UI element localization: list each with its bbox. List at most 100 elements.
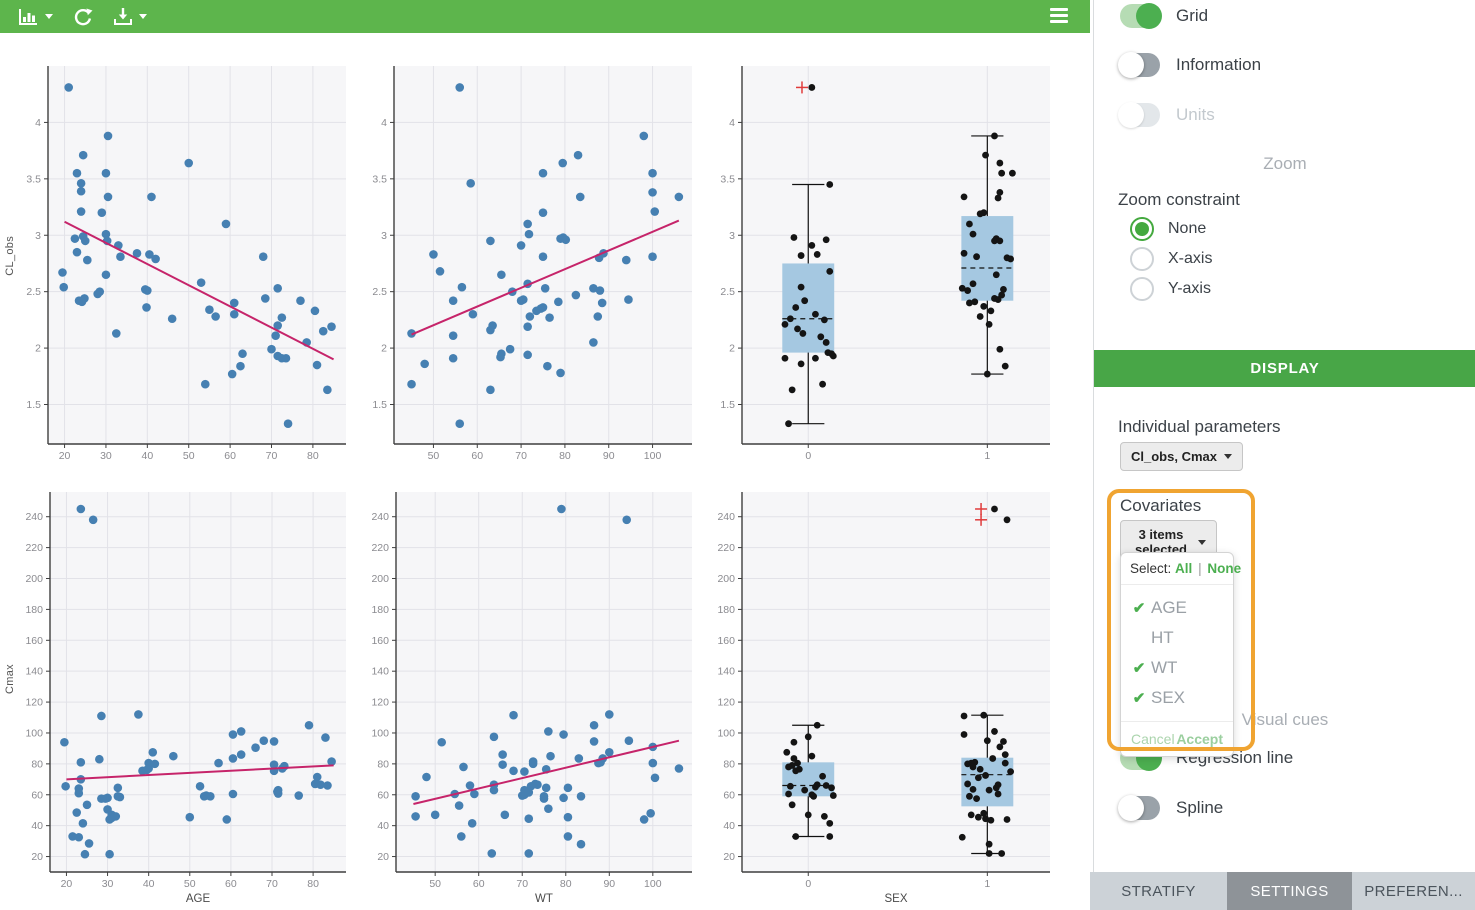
covariates-dropdown-menu: Select: All | None ✔ AGE ✔ HT ✔ WT [1120,552,1241,757]
accept-button[interactable]: Accept [1176,731,1223,747]
svg-text:240: 240 [717,511,735,523]
svg-text:4: 4 [729,117,735,129]
svg-text:2.5: 2.5 [26,286,41,298]
svg-text:180: 180 [25,604,43,616]
svg-text:50: 50 [183,450,195,462]
chart-type-icon[interactable] [18,8,53,26]
svg-text:3: 3 [381,230,387,242]
tab-stratify[interactable]: STRATIFY [1090,872,1227,910]
covariates-dropdown-footer: Cancel Accept [1121,721,1233,756]
svg-text:180: 180 [717,604,735,616]
svg-text:60: 60 [377,789,389,801]
svg-text:4: 4 [381,117,387,129]
cancel-button[interactable]: Cancel [1131,731,1175,747]
radio-label: None [1168,220,1207,237]
svg-text:140: 140 [717,666,735,678]
svg-text:200: 200 [717,573,735,585]
plot-cl-obs-vs-sex[interactable]: 0 1 1.5 2 2.5 3 3.5 4 [712,60,1056,466]
row2-y-axis-label: Cmax [4,664,16,694]
covariate-item-ht[interactable]: ✔ HT [1127,623,1227,653]
radio-selected-icon[interactable] [1130,217,1154,241]
grid-toggle-label: Grid [1176,6,1209,25]
grid-toggle-row: Grid [1120,2,1208,30]
select-prefix-label: Select: [1130,561,1172,576]
chevron-down-icon [1223,454,1232,459]
check-icon: ✔ [1132,690,1146,707]
download-icon[interactable] [113,7,147,26]
individual-parameters-select[interactable]: Cl_obs, Cmax [1120,442,1243,471]
visual-cues-section-header: Visual cues [1241,710,1329,729]
svg-text:90: 90 [603,878,615,890]
svg-text:100: 100 [717,727,735,739]
check-icon: ✔ [1132,660,1146,677]
svg-text:160: 160 [717,635,735,647]
tab-settings[interactable]: SETTINGS [1227,872,1352,910]
chevron-down-icon [45,14,53,19]
svg-text:2.5: 2.5 [720,286,735,298]
svg-text:60: 60 [224,450,236,462]
svg-text:60: 60 [31,789,43,801]
svg-text:80: 80 [31,758,43,770]
plot-cmax-vs-wt[interactable]: 50 60 70 80 90 100 20 40 60 80 100 120 140 160 180 200 2… [366,486,698,910]
information-toggle[interactable] [1118,52,1160,78]
select-all-link[interactable]: All [1175,561,1193,576]
refresh-icon[interactable] [73,7,93,27]
svg-text:240: 240 [371,511,389,523]
spline-toggle[interactable] [1118,795,1160,821]
svg-text:1.5: 1.5 [26,399,41,411]
units-toggle-row: Units [1118,101,1215,129]
svg-text:80: 80 [560,878,572,890]
svg-text:220: 220 [25,542,43,554]
units-toggle [1118,102,1160,128]
svg-text:120: 120 [371,697,389,709]
svg-text:120: 120 [25,697,43,709]
zoom-constraint-label: Zoom constraint [1118,190,1240,209]
plot-cmax-vs-age[interactable]: 20 30 40 50 60 70 80 20 40 60 80 100 120 140 160 180 200… [20,486,352,910]
svg-text:60: 60 [471,450,483,462]
svg-text:60: 60 [723,789,735,801]
covariate-item-label: HT [1151,628,1174,647]
individual-parameters-value: Cl_obs, Cmax [1131,449,1217,464]
zoom-constraint-y-axis-option[interactable]: Y-axis [1130,276,1211,302]
svg-text:140: 140 [25,666,43,678]
svg-text:0: 0 [805,450,811,462]
svg-text:50: 50 [428,450,440,462]
svg-text:240: 240 [25,511,43,523]
zoom-constraint-none-option[interactable]: None [1130,216,1206,242]
svg-text:3.5: 3.5 [720,173,735,185]
svg-text:40: 40 [143,878,155,890]
covariate-item-wt[interactable]: ✔ WT [1127,653,1227,683]
covariate-item-age[interactable]: ✔ AGE [1127,593,1227,623]
radio-icon[interactable] [1130,277,1154,301]
display-section-button[interactable]: DISPLAY [1094,350,1475,387]
covariates-select-all-row: Select: All | None [1121,553,1241,585]
grid-toggle[interactable] [1120,3,1162,29]
tab-preferences[interactable]: PREFEREN... [1352,872,1475,910]
svg-text:SEX: SEX [884,893,907,905]
covariates-label: Covariates [1120,496,1202,515]
svg-text:3: 3 [35,230,41,242]
plot-cl-obs-vs-wt[interactable]: 50 60 70 80 90 100 1.5 2 2.5 3 3.5 4 [366,60,698,466]
covariate-item-label: AGE [1151,598,1187,617]
svg-text:140: 140 [371,666,389,678]
radio-label: Y-axis [1168,280,1211,297]
plot-cl-obs-vs-age[interactable]: 20 30 40 50 60 70 80 1.5 2 2.5 3 3.5 4 [20,60,352,466]
zoom-constraint-x-axis-option[interactable]: X-axis [1130,246,1212,272]
svg-text:40: 40 [723,820,735,832]
individual-parameters-label: Individual parameters [1118,417,1281,436]
menu-icon[interactable] [1050,8,1068,26]
svg-text:70: 70 [515,450,527,462]
covariate-item-sex[interactable]: ✔ SEX [1127,683,1227,713]
svg-text:120: 120 [717,697,735,709]
svg-text:40: 40 [141,450,153,462]
svg-text:2: 2 [381,343,387,355]
select-none-link[interactable]: None [1207,561,1242,576]
svg-text:30: 30 [102,878,114,890]
radio-icon[interactable] [1130,247,1154,271]
svg-text:60: 60 [473,878,485,890]
svg-text:50: 50 [184,878,196,890]
svg-text:3.5: 3.5 [372,173,387,185]
svg-text:60: 60 [225,878,237,890]
